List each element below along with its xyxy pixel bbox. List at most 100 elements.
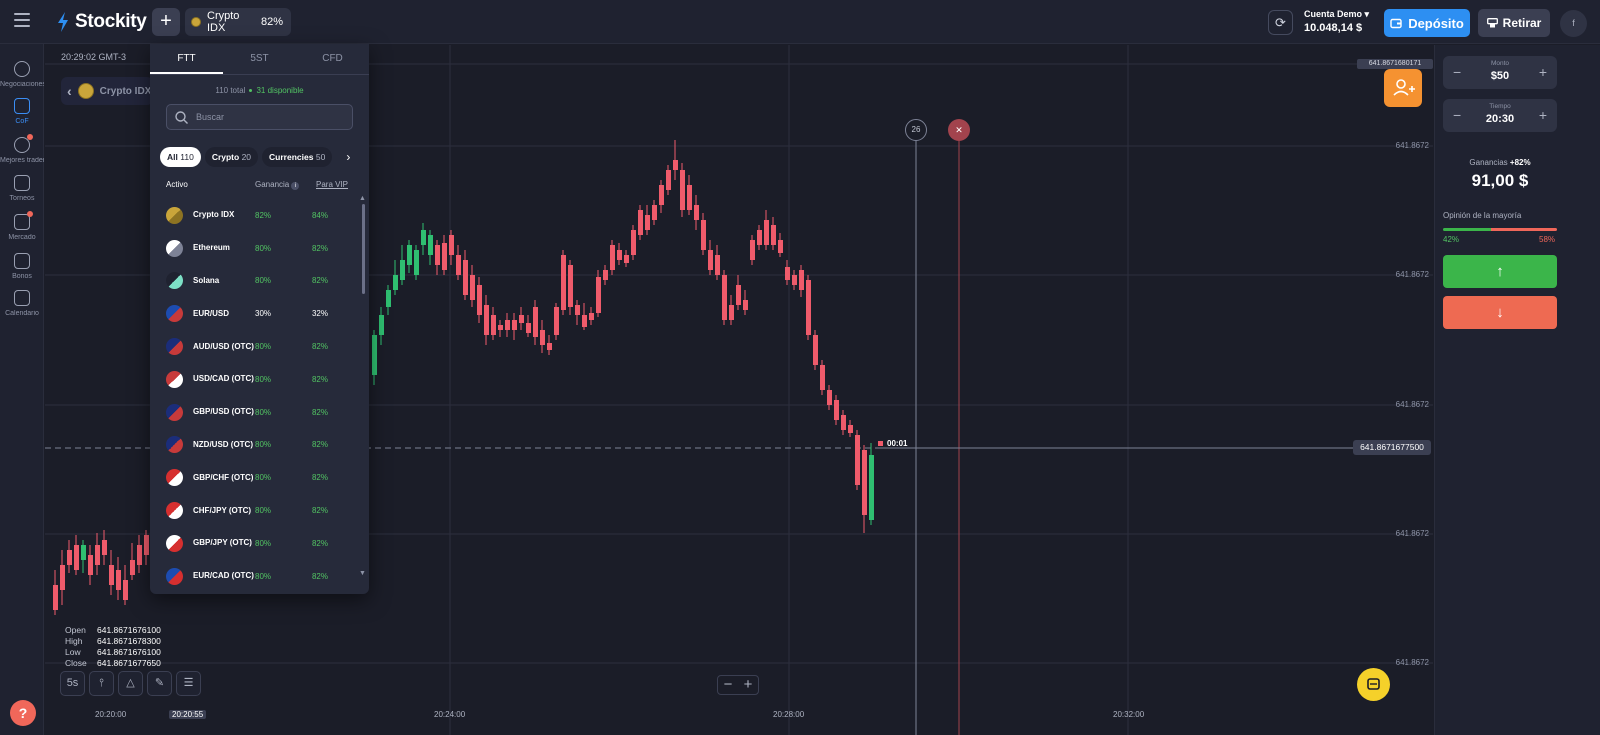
asset-row[interactable]: Solana 80% 82% (150, 265, 369, 298)
asset-search-box[interactable] (166, 104, 353, 130)
tab-5st[interactable]: 5ST (250, 53, 269, 64)
asset-gain: 82% (255, 210, 272, 220)
current-price-label: 641.8671677500 (1353, 440, 1431, 455)
asset-vip-gain: 82% (311, 243, 328, 253)
switch-account-icon[interactable]: ⟳ (1268, 10, 1293, 35)
zoom-in-button[interactable]: + (743, 676, 753, 693)
asset-list-scrollbar[interactable] (362, 204, 365, 294)
chat-button[interactable] (1357, 668, 1390, 701)
candle-body (799, 270, 804, 290)
amount-stepper[interactable]: − Monto $50 + (1443, 56, 1557, 89)
gb-us-flag-icon (166, 403, 183, 421)
asset-row[interactable]: Crypto IDX 82% 84% (150, 199, 369, 232)
candle-body (862, 450, 867, 515)
candle-body (855, 435, 860, 485)
scroll-down-icon[interactable]: ▼ (359, 570, 366, 577)
chart-type-icon[interactable]: ☰ (176, 671, 201, 696)
ohlc-high-value: 641.8671678300 (97, 636, 161, 646)
search-input[interactable] (196, 112, 346, 122)
asset-name: GBP/JPY (OTC) (193, 538, 252, 548)
asset-gain: 80% (255, 276, 272, 286)
tab-cfd[interactable]: CFD (322, 53, 343, 64)
ohlc-low-value: 641.8671676100 (97, 647, 161, 657)
chevron-right-icon[interactable]: › (346, 150, 351, 164)
asset-name: AUD/USD (OTC) (193, 341, 254, 351)
indicators-icon[interactable]: ⫯ (89, 671, 114, 696)
asset-row[interactable]: NZD/USD (OTC) 80% 82% (150, 429, 369, 462)
sidebar-item-cof[interactable]: CoF (0, 98, 44, 125)
sidebar-item-mejores-traders[interactable]: Mejores traders (0, 134, 44, 164)
add-friend-button[interactable] (1384, 69, 1422, 107)
candle-body (610, 245, 615, 270)
filter-chip-all[interactable]: All 110 (160, 147, 201, 167)
top-price-label: 641.8671680171 (1357, 59, 1433, 69)
chart-asset-selector[interactable]: ‹ Crypto IDX (61, 77, 153, 105)
asset-vip-gain: 32% (311, 309, 328, 319)
filter-chip-currencies[interactable]: Currencies 50 (262, 147, 333, 167)
logo[interactable]: Stockity (56, 10, 147, 34)
asset-tab[interactable]: Crypto IDX 82% (185, 8, 291, 36)
candle-body (806, 280, 811, 335)
sell-down-button[interactable]: ↓ (1443, 296, 1557, 329)
timeframe-button[interactable]: 5s (60, 671, 85, 696)
account-selector[interactable]: Cuenta Demo ▾ 10.048,14 $ (1304, 9, 1374, 37)
asset-row[interactable]: Ethereum 80% 82% (150, 232, 369, 265)
amount-decrease-button[interactable]: − (1453, 64, 1462, 80)
zoom-out-button[interactable]: − (723, 676, 733, 693)
help-button[interactable]: ? (10, 700, 36, 726)
gift-icon (14, 253, 30, 269)
sidebar-item-mercado[interactable]: Mercado (0, 211, 44, 241)
sidebar-item-torneos[interactable]: Torneos (0, 175, 44, 202)
asset-row[interactable]: EUR/USD 30% 32% (150, 297, 369, 330)
drawing-tools-icon[interactable]: △ (118, 671, 143, 696)
amount-increase-button[interactable]: + (1538, 64, 1547, 80)
pencil-icon[interactable]: ✎ (147, 671, 172, 696)
expiration-time-marker[interactable]: ✕ (948, 119, 970, 141)
add-asset-button[interactable]: + (152, 8, 180, 36)
asset-filters: All 110 Crypto 20 Currencies 50 › (160, 147, 369, 167)
sidebar-item-negociaciones[interactable]: Negociaciones (0, 61, 44, 88)
tab-ftt[interactable]: FTT (150, 44, 223, 74)
asset-row[interactable]: AUD/USD (OTC) 80% 82% (150, 330, 369, 363)
asset-row[interactable]: EUR/CAD (OTC) 80% 82% (150, 560, 369, 593)
withdraw-button[interactable]: Retirar (1478, 9, 1550, 37)
time-increase-button[interactable]: + (1538, 107, 1547, 123)
sidebar-item-label: CoF (15, 118, 29, 125)
asset-row[interactable]: USD/CAD (OTC) 80% 82% (150, 363, 369, 396)
amount-value[interactable]: $50 (1490, 70, 1510, 82)
candle-body (841, 415, 846, 430)
time-value[interactable]: 20:30 (1485, 113, 1515, 125)
asset-row[interactable]: GBP/CHF (OTC) 80% 82% (150, 461, 369, 494)
purchase-time-marker[interactable]: 26 (905, 119, 927, 141)
candle-body (428, 235, 433, 255)
candle-body (848, 425, 853, 433)
scroll-up-icon[interactable]: ▲ (359, 195, 366, 202)
server-time: 20:29:02 GMT-3 (61, 52, 127, 62)
time-stepper[interactable]: − Tiempo 20:30 + (1443, 99, 1557, 132)
asset-row[interactable]: GBP/USD (OTC) 80% 82% (150, 396, 369, 429)
avatar[interactable]: f (1560, 10, 1587, 37)
asset-row[interactable]: GBP/JPY (OTC) 80% 82% (150, 527, 369, 560)
candle-body (673, 160, 678, 170)
hamburger-menu-icon[interactable] (14, 13, 30, 27)
time-decrease-button[interactable]: − (1453, 107, 1462, 123)
sidebar-item-bonos[interactable]: Bonos (0, 253, 44, 280)
candle-body (470, 275, 475, 300)
filter-chip-crypto[interactable]: Crypto 20 (204, 147, 259, 167)
candle-body (109, 565, 114, 585)
crypto-idx-icon (77, 83, 94, 99)
clock-icon (14, 61, 30, 77)
asset-list-header: Activo Ganancia i Para VIP (166, 180, 369, 190)
candle-body (463, 260, 468, 295)
column-vip[interactable]: Para VIP (316, 180, 349, 189)
info-icon[interactable]: i (291, 182, 300, 190)
asset-row[interactable]: CHF/JPY (OTC) 80% 82% (150, 494, 369, 527)
buy-up-button[interactable]: ↑ (1443, 255, 1557, 288)
sidebar-item-calendario[interactable]: Calendario (0, 290, 44, 317)
gain-amount: 91,00 $ (1471, 171, 1529, 190)
candle-body (834, 400, 839, 420)
deposit-button[interactable]: Depósito (1384, 9, 1470, 37)
asset-vip-gain: 84% (311, 210, 328, 220)
ohlc-close-value: 641.8671677650 (97, 658, 161, 668)
notification-dot (27, 211, 33, 217)
